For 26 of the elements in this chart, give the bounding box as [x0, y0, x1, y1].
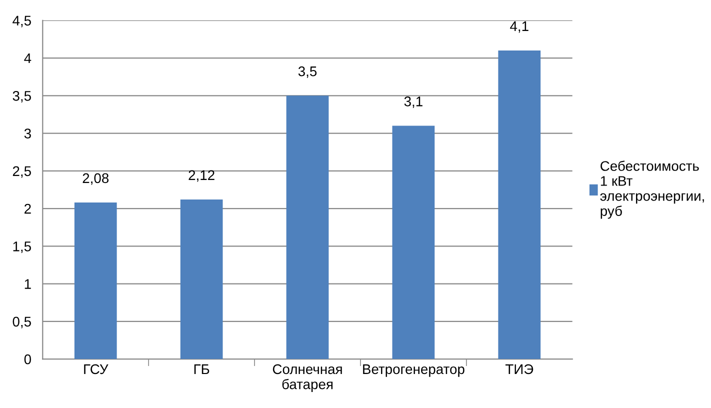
data-label: 3,1: [404, 96, 422, 108]
y-tick-label: 0,5: [12, 316, 31, 328]
bar: [74, 202, 117, 360]
y-tick-label: 1: [24, 279, 31, 289]
bar: [286, 96, 329, 360]
y-tick-label: 1,5: [13, 242, 31, 253]
x-tick-label: Ветрогенератор: [363, 364, 464, 377]
y-tick-label: 0: [24, 354, 32, 364]
bar: [392, 126, 435, 360]
x-tick-label: ТИЭ: [505, 364, 534, 374]
y-tick-label: 3,5: [12, 90, 31, 102]
bar: [498, 50, 541, 360]
bar: [180, 200, 223, 360]
data-label: 4,1: [510, 21, 528, 33]
y-tick-label: 4,5: [12, 16, 31, 28]
x-tick-label: ГБ: [194, 364, 210, 374]
legend-label: Себестоимость 1 кВт электроэнергии, руб: [600, 160, 704, 219]
data-label: 2,12: [188, 170, 214, 182]
x-tick-label: Солнечная батарея: [272, 364, 342, 392]
data-label: 3,5: [298, 66, 317, 78]
y-tick-label: 3: [24, 128, 31, 138]
y-tick-label: 4: [24, 54, 32, 64]
data-label: 2,08: [82, 173, 109, 185]
y-tick-label: 2: [24, 204, 31, 214]
y-tick-label: 2,5: [12, 166, 31, 178]
x-tick-label: ГСУ: [84, 364, 108, 374]
